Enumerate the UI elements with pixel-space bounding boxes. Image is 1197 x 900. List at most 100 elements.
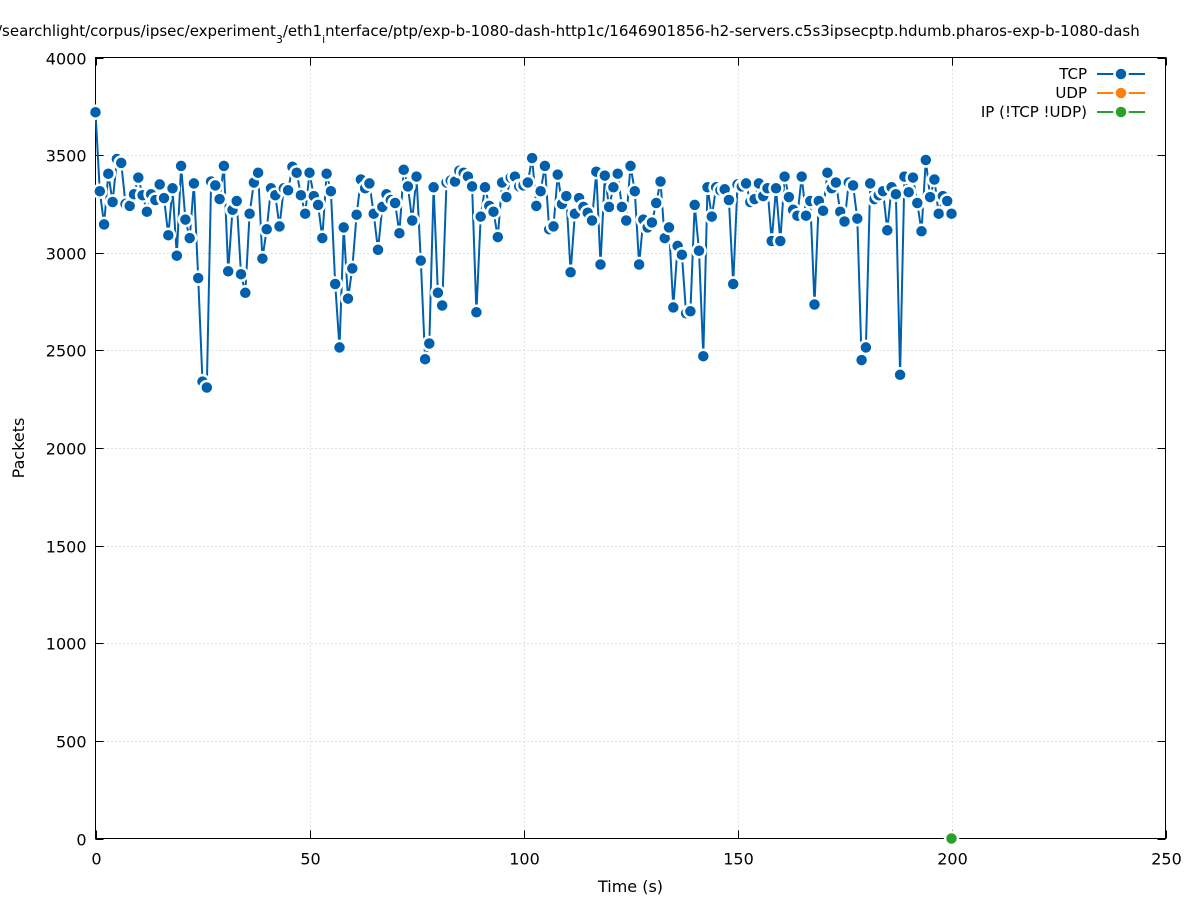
tcp-data-point xyxy=(340,290,356,307)
x-tick-label: 50 xyxy=(300,850,320,869)
chart-title: /searchlight/corpus/ipsec/experiment3/et… xyxy=(0,22,1140,46)
tcp-data-point xyxy=(806,296,823,313)
tcp-data-point xyxy=(549,166,566,183)
tcp-data-point xyxy=(618,212,634,229)
tcp-data-point xyxy=(721,192,737,208)
tcp-data-point xyxy=(404,212,420,229)
tcp-data-point xyxy=(92,183,108,199)
tcp-data-point xyxy=(862,175,878,192)
y-tick-label: 1500 xyxy=(46,538,87,557)
tcp-data-point xyxy=(207,177,224,194)
tcp-data-point xyxy=(845,177,861,194)
y-tick-label: 2000 xyxy=(46,440,87,459)
tcp-data-point xyxy=(348,206,365,223)
tcp-data-point xyxy=(177,211,194,228)
tcp-data-point xyxy=(819,164,836,181)
tcp-data-point xyxy=(738,175,754,192)
legend-label-udp: UDP xyxy=(1055,84,1087,102)
tcp-data-point xyxy=(498,189,515,205)
tcp-data-point xyxy=(584,212,600,229)
tcp-data-point xyxy=(408,168,425,185)
tcp-data-point xyxy=(254,250,271,267)
tcp-data-point xyxy=(622,158,639,174)
tcp-data-point xyxy=(87,104,104,120)
tcp-data-point xyxy=(858,339,874,356)
tcp-data-point xyxy=(943,205,960,222)
tcp-data-point xyxy=(331,339,348,356)
x-tick-label: 200 xyxy=(937,850,968,869)
tcp-data-point xyxy=(327,276,343,292)
x-tick-label: 150 xyxy=(723,850,754,869)
tcp-data-point xyxy=(674,246,690,263)
y-tick-label: 3500 xyxy=(46,147,87,166)
tcp-data-point xyxy=(939,193,955,209)
tcp-data-point xyxy=(605,179,622,196)
tcp-data-point xyxy=(395,162,412,178)
axis-ticks: 0 500 1000 1500 2000 2500 3000 3500 4000 0 50 100 15… xyxy=(46,50,1182,869)
tcp-data-point xyxy=(430,285,446,301)
legend-marker-udp xyxy=(1113,85,1129,101)
tcp-data-point xyxy=(892,367,908,383)
tcp-data-point xyxy=(413,252,429,269)
y-tick-label: 3000 xyxy=(46,245,87,264)
tcp-data-point xyxy=(417,351,433,367)
tcp-data-point xyxy=(344,260,361,277)
tcp-data-point xyxy=(400,178,416,195)
tcp-data-point xyxy=(237,285,254,301)
y-tick-label: 2500 xyxy=(46,342,87,361)
tcp-data-point xyxy=(216,158,232,174)
tcp-data-point xyxy=(888,186,904,202)
tcp-data-point xyxy=(909,195,926,211)
y-axis-label: Packets xyxy=(9,418,28,479)
tcp-data-point xyxy=(532,183,549,199)
tcp-data-point xyxy=(250,164,266,181)
tcp-data-point xyxy=(464,178,480,195)
tcp-data-point xyxy=(601,199,617,215)
tcp-data-point xyxy=(836,213,853,230)
tcp-data-point xyxy=(558,188,575,204)
tcp-data-point xyxy=(695,348,712,364)
tcp-data-point xyxy=(181,230,198,246)
tcp-data-point xyxy=(815,203,831,219)
tcp-data-point xyxy=(682,303,699,320)
tcp-data-point xyxy=(776,168,793,185)
tcp-data-point xyxy=(930,205,947,222)
tcp-data-point xyxy=(661,219,677,236)
tcp-data-point xyxy=(879,222,896,239)
series-area xyxy=(87,104,960,847)
tcp-data-point xyxy=(164,180,181,197)
tcp-data-point xyxy=(293,187,309,203)
tcp-data-point xyxy=(644,214,660,231)
y-tick-label: 0 xyxy=(76,831,86,850)
tcp-data-point xyxy=(922,189,938,205)
tcp-data-point xyxy=(793,168,810,185)
tcp-data-point xyxy=(130,169,147,186)
ip-tcp-udp-data-point xyxy=(943,830,960,847)
tcp-data-point xyxy=(186,175,202,192)
tcp-data-point xyxy=(652,173,669,190)
tcp-data-point xyxy=(211,191,228,207)
tcp-data-point xyxy=(772,233,789,249)
tcp-data-point xyxy=(524,150,540,166)
tcp-data-point xyxy=(361,175,378,192)
tcp-data-point xyxy=(768,180,784,197)
tcp-data-point xyxy=(323,183,339,199)
tcp-data-point xyxy=(297,205,313,222)
legend-label-tcp: TCP xyxy=(1058,65,1087,83)
tcp-data-point xyxy=(926,171,943,188)
tcp-data-point xyxy=(425,179,442,196)
tcp-data-point xyxy=(228,193,245,209)
tcp-data-point xyxy=(485,203,502,220)
tcp-data-point xyxy=(421,335,438,352)
tcp-data-point xyxy=(220,263,236,280)
tcp-data-point xyxy=(151,176,168,193)
tcp-data-point xyxy=(280,182,296,199)
tcp-data-point xyxy=(627,183,643,199)
tcp-data-point xyxy=(169,247,185,264)
tcp-data-point xyxy=(310,197,326,213)
tcp-data-point xyxy=(609,165,626,182)
tcp-series-line xyxy=(94,112,953,389)
tcp-data-point xyxy=(199,379,215,396)
